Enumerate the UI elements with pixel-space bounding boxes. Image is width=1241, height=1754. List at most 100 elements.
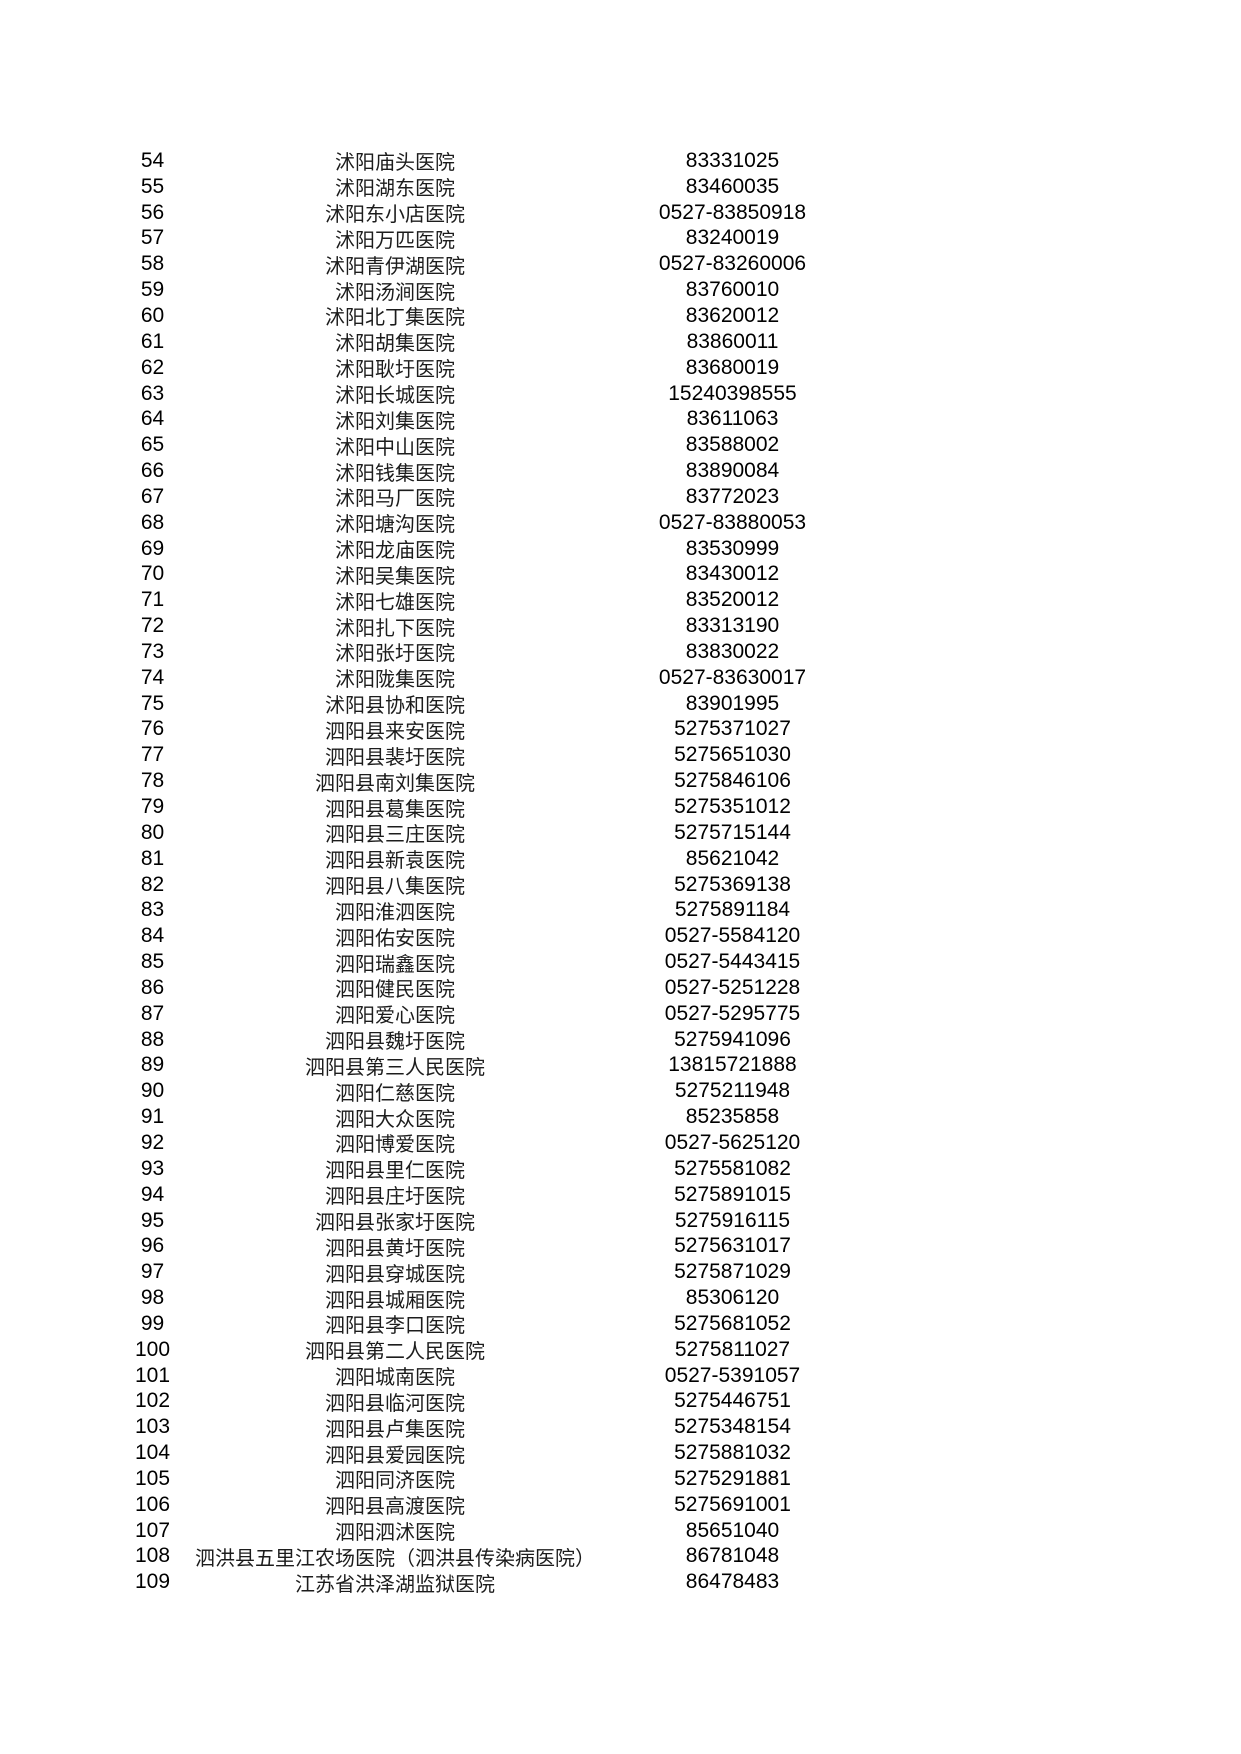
hospital-name: 泗阳瑞鑫医院 (335, 953, 455, 976)
phone-number: 5275651030 (674, 743, 791, 767)
hospital-name: 沭阳东小店医院 (325, 204, 465, 227)
table-row: 69 沭阳龙庙医院 83530999 (85, 536, 895, 563)
table-row: 73 沭阳张圩医院 83830022 (85, 639, 895, 666)
table-row: 88 泗阳县魏圩医院 5275941096 (85, 1027, 895, 1054)
hospital-name: 沭阳马厂医院 (335, 488, 455, 511)
hospital-name: 沭阳胡集医院 (335, 333, 455, 356)
row-number: 95 (140, 1208, 165, 1232)
table-row: 90 泗阳仁慈医院 5275211948 (85, 1078, 895, 1105)
phone-number: 85621042 (685, 846, 780, 870)
phone-number: 5275351012 (674, 795, 791, 819)
table-row: 57 沭阳万匹医院 83240019 (85, 226, 895, 252)
phone-number: 0527-83260006 (658, 252, 807, 276)
row-number: 109 (134, 1570, 171, 1594)
row-number: 71 (140, 588, 165, 612)
row-number: 58 (140, 252, 165, 276)
hospital-name: 沭阳庙头医院 (335, 152, 455, 175)
row-number: 91 (140, 1105, 165, 1129)
table-row: 106 泗阳县高渡医院 5275691001 (85, 1492, 895, 1519)
table-row: 109 江苏省洪泽湖监狱医院 86478483 (85, 1569, 895, 1596)
table-row: 62 沭阳耿圩医院 83680019 (85, 355, 895, 382)
hospital-name: 沭阳七雄医院 (335, 591, 455, 614)
phone-number: 5275371027 (674, 717, 791, 741)
hospital-name: 泗阳爱心医院 (335, 1005, 455, 1028)
hospital-name: 泗阳县张家圩医院 (315, 1212, 475, 1235)
row-number: 103 (134, 1415, 171, 1439)
table-row: 72 沭阳扎下医院 83313190 (85, 613, 895, 640)
phone-number: 83760010 (685, 278, 780, 302)
phone-number: 5275681052 (674, 1311, 791, 1335)
hospital-name: 沭阳万匹医院 (335, 229, 455, 252)
hospital-name: 沭阳汤涧医院 (335, 281, 455, 304)
row-number: 85 (140, 950, 165, 974)
table-row: 63 沭阳长城医院 15240398555 (85, 381, 895, 408)
phone-number: 5275846106 (674, 769, 791, 793)
phone-number: 15240398555 (668, 381, 797, 405)
row-number: 107 (134, 1518, 171, 1542)
row-number: 62 (140, 355, 165, 379)
hospital-directory-table: 54 沭阳庙头医院 83331025 55 沭阳湖东医院 83460035 56 沭阳东小店医… (85, 148, 895, 1596)
row-number: 82 (140, 872, 165, 896)
hospital-name: 沭阳刘集医院 (335, 410, 455, 433)
row-number: 98 (140, 1286, 165, 1310)
table-row: 87 泗阳爱心医院 0527-5295775 (85, 1001, 895, 1028)
phone-number: 83530999 (685, 536, 780, 560)
hospital-name: 沭阳北丁集医院 (325, 307, 465, 330)
table-row: 70 沭阳吴集医院 83430012 (85, 562, 895, 588)
row-number: 84 (140, 924, 165, 948)
hospital-name: 泗阳县裴圩医院 (325, 746, 465, 769)
row-number: 76 (140, 717, 165, 741)
table-row: 77 泗阳县裴圩医院 5275651030 (85, 742, 895, 769)
phone-number: 5275881032 (674, 1441, 791, 1465)
hospital-name: 泗阳县八集医院 (325, 876, 465, 899)
phone-number: 83313190 (685, 614, 780, 638)
table-row: 85 泗阳瑞鑫医院 0527-5443415 (85, 949, 895, 976)
row-number: 73 (140, 639, 165, 663)
row-number: 54 (140, 148, 165, 172)
row-number: 80 (140, 820, 165, 844)
phone-number: 5275891184 (674, 898, 791, 922)
table-row: 74 沭阳陇集医院 0527-83630017 (85, 665, 895, 692)
phone-number: 85306120 (685, 1286, 780, 1310)
phone-number: 5275691001 (674, 1492, 791, 1516)
table-row: 91 泗阳大众医院 85235858 (85, 1104, 895, 1131)
row-number: 69 (140, 536, 165, 560)
table-row: 55 沭阳湖东医院 83460035 (85, 174, 895, 201)
hospital-name: 泗阳县城厢医院 (325, 1289, 465, 1312)
phone-number: 83331025 (685, 148, 780, 172)
phone-number: 5275369138 (674, 872, 791, 896)
row-number: 102 (134, 1389, 171, 1413)
phone-number: 5275581082 (674, 1156, 791, 1180)
phone-number: 5275348154 (674, 1415, 791, 1439)
row-number: 79 (140, 795, 165, 819)
table-row: 82 泗阳县八集医院 5275369138 (85, 872, 895, 899)
row-number: 75 (140, 691, 165, 715)
row-number: 66 (140, 459, 165, 483)
row-number: 67 (140, 484, 165, 508)
hospital-name: 泗阳县来安医院 (325, 720, 465, 743)
hospital-name: 沭阳吴集医院 (335, 565, 455, 588)
phone-number: 0527-5295775 (664, 1001, 801, 1025)
hospital-name: 泗阳县卢集医院 (325, 1418, 465, 1441)
table-row: 80 泗阳县三庄医院 5275715144 (85, 820, 895, 847)
row-number: 99 (140, 1311, 165, 1335)
row-number: 72 (140, 614, 165, 638)
table-row: 107 泗阳泗沭医院 85651040 (85, 1518, 895, 1545)
row-number: 90 (140, 1079, 165, 1103)
table-row: 71 沭阳七雄医院 83520012 (85, 587, 895, 614)
row-number: 59 (140, 278, 165, 302)
row-number: 83 (140, 898, 165, 922)
hospital-name: 泗阳博爱医院 (335, 1134, 455, 1157)
phone-number: 85651040 (685, 1518, 780, 1542)
hospital-name: 泗阳佑安医院 (335, 927, 455, 950)
hospital-name: 泗阳县新袁医院 (325, 850, 465, 873)
hospital-name: 沭阳扎下医院 (335, 617, 455, 640)
phone-number: 83772023 (685, 484, 780, 508)
hospital-name: 泗阳大众医院 (335, 1108, 455, 1131)
table-row: 60 沭阳北丁集医院 83620012 (85, 303, 895, 330)
phone-number: 5275211948 (674, 1079, 791, 1103)
hospital-name: 泗阳仁慈医院 (335, 1082, 455, 1105)
hospital-name: 沭阳湖东医院 (335, 178, 455, 201)
phone-number: 13815721888 (668, 1053, 797, 1077)
